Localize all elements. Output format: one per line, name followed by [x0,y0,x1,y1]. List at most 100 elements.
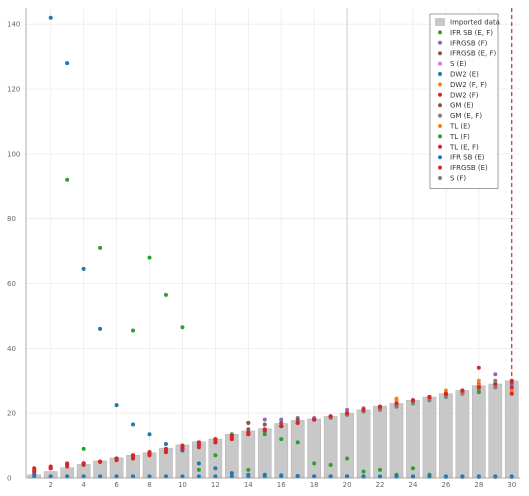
data-point [394,398,399,403]
data-point [345,474,350,479]
data-point [147,453,152,458]
data-point [147,255,152,260]
data-point [98,326,103,331]
data-point [48,15,53,20]
legend-marker [438,144,442,149]
y-tick-label: 100 [7,150,20,158]
data-point [262,427,267,432]
x-tick-label: 26 [441,481,450,489]
data-point [378,467,383,472]
data-point [345,407,350,412]
x-tick-label: 16 [277,481,286,489]
data-point [262,474,267,479]
legend-label: TL (E, F) [449,143,479,151]
data-point [81,266,86,271]
y-tick-label: 140 [7,21,20,29]
data-point [180,325,185,330]
data-point [180,474,185,479]
data-point [410,466,415,471]
data-point [328,463,333,468]
legend-label: IFRGSB (E) [450,164,488,172]
data-point [32,466,37,471]
data-point [213,440,218,445]
y-tick-labels: 0 20 40 60 80 100 120 140 [7,21,20,483]
data-point [476,385,481,390]
x-tick-label: 14 [244,481,253,489]
axes [25,8,520,479]
legend-marker [438,40,442,45]
data-point [147,432,152,437]
data-point [48,464,53,469]
data-point [493,474,498,479]
legend-label: IFRGSB (E, F) [450,50,496,58]
data-point [279,420,284,425]
y-tick-label: 60 [7,280,16,288]
legend-label: IFR SB (E, F) [450,29,493,37]
data-point [131,453,136,458]
x-tick-label: 6 [114,481,119,489]
data-point [476,390,481,395]
data-point [295,474,300,479]
y-tick-label: 0 [7,475,11,483]
data-point [246,430,251,435]
data-point [131,474,136,479]
legend-label: DW2 (F, F) [450,81,487,89]
reference-lines [346,8,513,478]
data-point [196,440,201,445]
data-point [361,474,366,479]
data-point [509,378,514,383]
data-point [114,403,119,408]
data-point [345,456,350,461]
legend-label: GM (E) [450,102,474,110]
data-point [32,469,37,474]
bar [389,403,404,479]
data-point [476,474,481,479]
legend-marker [438,92,442,97]
data-point [427,398,432,403]
data-point [246,420,251,425]
data-point [493,385,498,390]
data-point [509,385,514,390]
legend-swatch [435,18,445,26]
bar [455,390,470,479]
data-point [427,394,432,399]
data-point [493,378,498,383]
bar [340,412,354,479]
data-point [427,474,432,479]
data-point [394,404,399,409]
legend-marker [438,113,442,118]
data-point [147,450,152,455]
data-point [378,407,383,412]
data-point [213,453,218,458]
legend-label: TL (F) [449,133,470,141]
data-point [312,417,317,422]
legend-label: Imported data [450,19,500,27]
data-point [295,440,300,445]
legend-label: DW2 (E) [450,71,479,79]
data-point [98,459,103,464]
data-point [196,443,201,448]
data-point [509,474,514,479]
x-tick-label: 20 [343,481,352,489]
bar [471,385,486,479]
data-point [279,424,284,429]
data-point [180,446,185,451]
legend-marker [438,61,442,66]
data-point [163,292,168,297]
x-tick-label: 8 [147,481,151,489]
legend-label: S (F) [450,175,466,183]
data-point [295,420,300,425]
data-point [213,474,218,479]
data-point [196,474,201,479]
data-point [213,437,218,442]
data-point [394,474,399,479]
data-point [279,417,284,422]
data-point [460,388,465,393]
legend-marker [438,176,442,180]
x-tick-labels: 2 4 6 8 10 12 14 16 18 20 22 24 26 28 30 [48,481,516,489]
y-tick-label: 120 [7,86,20,94]
data-point [279,437,284,442]
bar [439,393,453,479]
data-point [229,471,234,476]
